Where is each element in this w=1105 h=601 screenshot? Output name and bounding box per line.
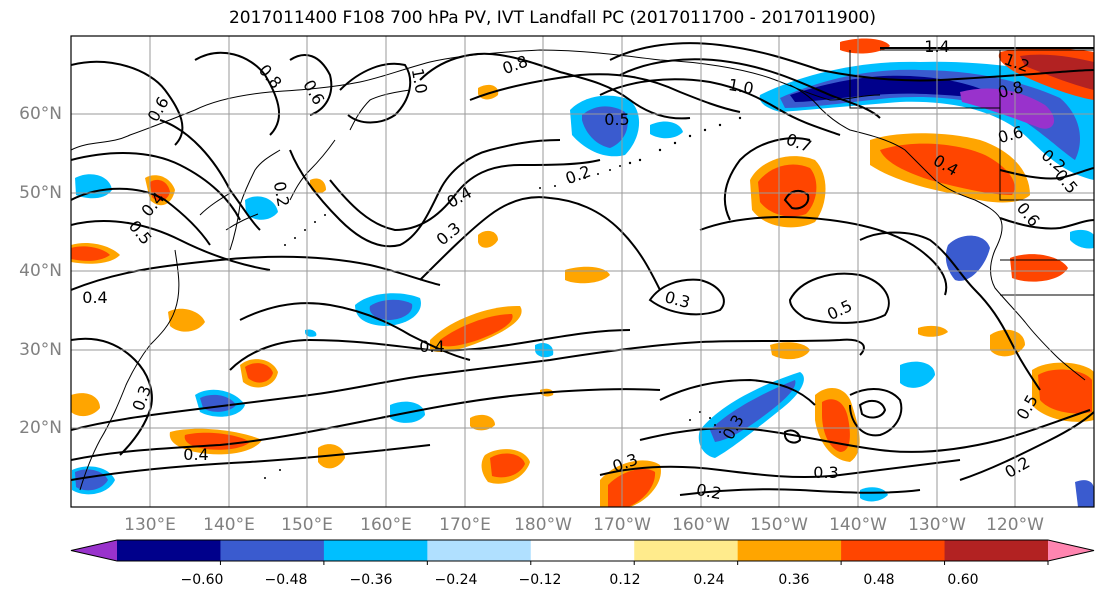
- contour-label: 0.4: [419, 337, 444, 356]
- colorbar-segment: [841, 540, 946, 561]
- lat-label: 60°N: [19, 104, 62, 124]
- plot-title: 2017011400 F108 700 hPa PV, IVT Landfall…: [228, 8, 876, 28]
- island-chain: [264, 116, 742, 479]
- colorbar-segment: [634, 540, 739, 561]
- colorbar-tick-label: 0.60: [947, 572, 979, 588]
- colorbar-segment: [427, 540, 532, 561]
- colorbar-tick-label: 0.48: [863, 572, 895, 588]
- lon-label: 150°E: [281, 515, 333, 535]
- lat-label: 40°N: [19, 261, 62, 281]
- lon-label: 140°E: [203, 515, 255, 535]
- colorbar-segment: [944, 540, 1049, 561]
- lat-label: 30°N: [19, 340, 62, 360]
- lon-label: 130°W: [908, 515, 966, 535]
- colorbar-tick-label: 0.36: [778, 572, 810, 588]
- colorbar-segment: [530, 540, 635, 561]
- colorbar-tick-label: 0.12: [609, 572, 641, 588]
- lat-lon-gridlines: [71, 36, 1094, 507]
- contour-label: 0.2: [270, 180, 293, 208]
- lon-label: 180°W: [514, 515, 572, 535]
- lon-label: 130°E: [124, 515, 176, 535]
- lon-label: 150°W: [750, 515, 808, 535]
- colorbar-segment: [220, 540, 325, 561]
- contour-label: 1.4: [924, 37, 949, 56]
- colorbar: [70, 539, 1095, 565]
- colorbar-segment: [117, 540, 221, 561]
- contour-label: 0.5: [604, 110, 629, 129]
- lon-label: 120°W: [986, 515, 1044, 535]
- contour-label: 0.2: [695, 480, 723, 503]
- colorbar-extend-max: [1048, 540, 1094, 561]
- lon-label: 170°E: [439, 515, 491, 535]
- lat-label: 20°N: [19, 418, 62, 438]
- contour-label: 1.0: [408, 67, 431, 95]
- lon-label: 160°E: [360, 515, 412, 535]
- colorbar-tick-label: −0.36: [349, 572, 393, 588]
- colorbar-tick-label: 0.24: [693, 572, 725, 588]
- colorbar-tick-label: −0.60: [180, 572, 224, 588]
- lon-label: 160°W: [672, 515, 730, 535]
- contour-label: 1.0: [727, 75, 755, 98]
- colorbar-tick-label: −0.24: [434, 572, 478, 588]
- map-area: 0.6 0.8 0.6 1.0 0.8 0.5 1.0 1.4 1.2 0.8 …: [71, 36, 1094, 507]
- lat-label: 50°N: [19, 183, 62, 203]
- map-frame: [70, 35, 1095, 508]
- contour-label: 0.4: [82, 288, 107, 307]
- colorbar-segment: [323, 540, 428, 561]
- lon-label: 170°W: [593, 515, 651, 535]
- contour-label: 0.3: [813, 463, 838, 482]
- lon-label: 140°W: [829, 515, 887, 535]
- colorbar-tick-label: −0.12: [518, 572, 562, 588]
- colorbar-tick-label: −0.48: [264, 572, 308, 588]
- contour-label: 0.4: [183, 445, 208, 464]
- colorbar-segment: [737, 540, 842, 561]
- colorbar-extend-min: [71, 540, 117, 561]
- coastlines: [71, 49, 1094, 491]
